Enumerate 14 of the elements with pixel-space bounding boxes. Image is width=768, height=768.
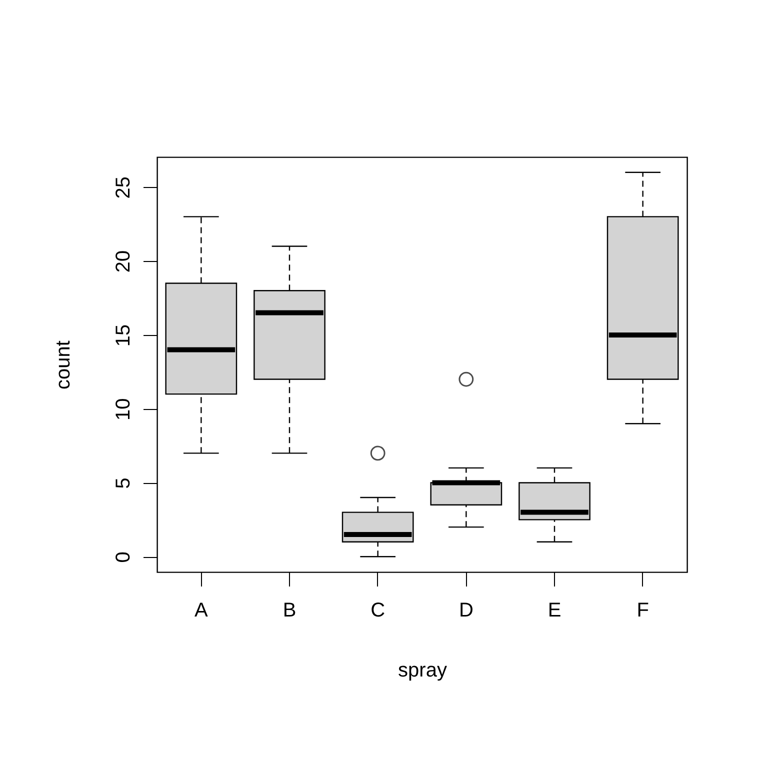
x-tick-label: C xyxy=(370,600,386,622)
y-axis-title: count xyxy=(52,340,74,390)
x-tick-label: A xyxy=(194,600,208,622)
x-tick-label: F xyxy=(636,600,649,622)
x-tick-label: E xyxy=(548,600,562,622)
x-tick-label: B xyxy=(282,600,296,622)
y-tick-label: 15 xyxy=(112,324,134,347)
x-axis-title: spray xyxy=(398,660,447,682)
y-tick-label: 0 xyxy=(112,552,134,563)
y-tick-label: 10 xyxy=(112,398,134,420)
y-tick-label: 5 xyxy=(112,478,134,489)
x-tick-label: D xyxy=(458,600,474,622)
y-tick-label: 25 xyxy=(112,176,134,199)
y-tick-label: 20 xyxy=(112,250,134,273)
